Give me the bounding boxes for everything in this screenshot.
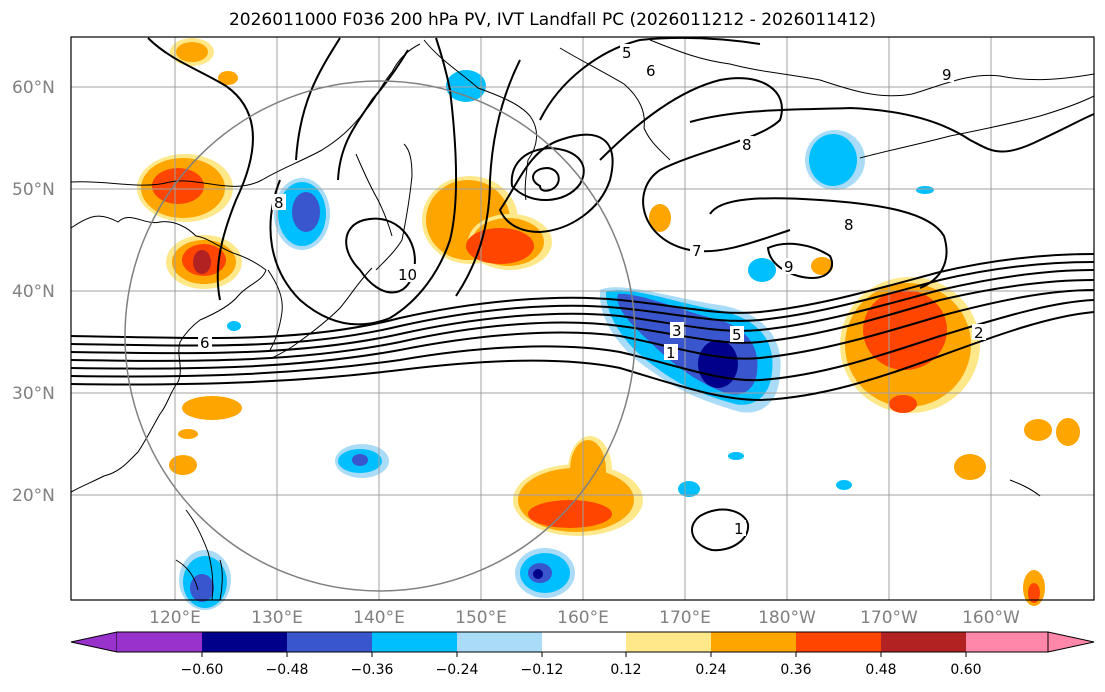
lon-label: 120°E (149, 608, 201, 628)
contour-label: 8 (274, 194, 284, 212)
colorbar-swatch (881, 632, 966, 652)
pv-contours (70, 36, 1095, 552)
colorbar-tick-label: −0.36 (351, 662, 394, 678)
contour-label: 10 (398, 266, 417, 284)
positive-anomaly-ne-siberia (170, 38, 214, 66)
lon-label: 180°W (758, 608, 816, 628)
map-frame (70, 36, 1095, 601)
contour-label: 5 (732, 326, 742, 344)
lon-label: 170°E (659, 608, 711, 628)
positive-anomaly-manchuria (137, 154, 233, 222)
contour-labels: 5 6 8 9 7 8 9 10 6 3 5 1 2 1 8 (198, 44, 986, 538)
colorbar-tick-label: 0.36 (780, 662, 811, 678)
colorbar-tick-label: −0.24 (436, 662, 479, 678)
colorbar: −0.60 −0.48 −0.36 −0.24 −0.12 0.12 0.24 … (70, 631, 1095, 678)
contour-label: 7 (692, 242, 702, 260)
colorbar-tick-label: 0.60 (950, 662, 981, 678)
lat-label: 30°N (12, 384, 55, 404)
colorbar-tick-label: −0.12 (521, 662, 564, 678)
colorbar-extend-high (1047, 631, 1095, 653)
negative-anomaly-sea-of-japan (274, 178, 330, 250)
colorbar-tick-label: −0.48 (266, 662, 309, 678)
longitude-labels: 120°E 130°E 140°E 150°E 160°E 170°E 180°… (149, 608, 1020, 628)
pv-anomaly-shading (137, 38, 1080, 610)
colorbar-swatch (711, 632, 796, 652)
contour-label: 5 (622, 44, 632, 62)
negative-anomaly-bering (805, 130, 865, 190)
colorbar-swatch (287, 632, 372, 652)
contour-label: 1 (734, 520, 744, 538)
colorbar-swatch (626, 632, 711, 652)
contour-label: 1 (666, 344, 676, 362)
colorbar-extend-low (70, 631, 118, 653)
contour-label: 8 (742, 136, 752, 154)
lon-label: 160°E (557, 608, 609, 628)
colorbar-tick-label: 0.24 (695, 662, 726, 678)
colorbar-swatch (202, 632, 287, 652)
lon-label: 160°W (962, 608, 1020, 628)
contour-label: 9 (942, 66, 952, 84)
contour-label: 3 (672, 322, 682, 340)
lat-label: 50°N (12, 180, 55, 200)
colorbar-swatch (542, 632, 626, 652)
positive-anomaly-korea (166, 235, 242, 289)
lon-label: 170°W (860, 608, 918, 628)
contour-label: 6 (200, 334, 210, 352)
map-title: 2026011000 F036 200 hPa PV, IVT Landfall… (228, 10, 876, 30)
lat-label: 20°N (12, 486, 55, 506)
colorbar-tick-label: 0.12 (610, 662, 641, 678)
colorbar-tick-label: 0.48 (865, 662, 896, 678)
contour-label: 9 (784, 258, 794, 276)
lon-label: 150°E (455, 608, 507, 628)
colorbar-swatch (117, 632, 202, 652)
coastlines (70, 39, 1095, 601)
colorbar-swatch (457, 632, 542, 652)
contour-label: 6 (646, 62, 656, 80)
colorbar-swatch (796, 632, 881, 652)
colorbar-tick-label: −0.60 (181, 662, 224, 678)
negative-anomaly-subtropical-jet (599, 287, 781, 413)
contour-label: 8 (844, 216, 854, 234)
colorbar-swatch (372, 632, 457, 652)
positive-anomaly-kuril (422, 176, 552, 270)
colorbar-swatch (966, 632, 1048, 652)
lon-label: 130°E (251, 608, 303, 628)
lon-label: 140°E (353, 608, 405, 628)
lat-label: 60°N (12, 78, 55, 98)
contour-label: 2 (974, 324, 984, 342)
latitude-labels: 60°N 50°N 40°N 30°N 20°N (12, 78, 55, 506)
positive-anomaly-small (169, 71, 1080, 606)
lat-label: 40°N (12, 282, 55, 302)
landfall-region-circle (124, 80, 636, 592)
negative-anomaly-small (179, 70, 934, 610)
